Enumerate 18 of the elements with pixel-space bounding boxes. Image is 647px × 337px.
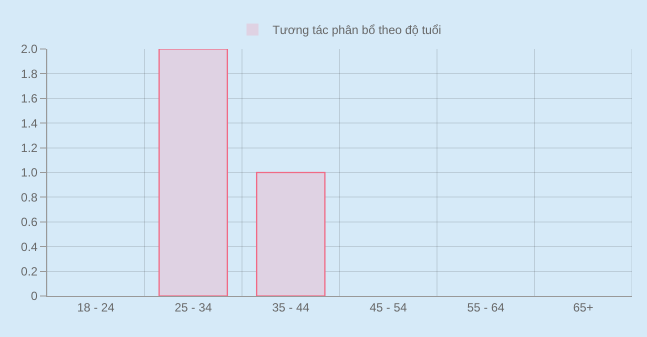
y-tick-label: 0	[30, 289, 38, 304]
x-tick-label: 35 - 44	[272, 300, 310, 314]
y-tick-label: 1.8	[20, 66, 38, 81]
y-tick-label: 1.0	[20, 166, 38, 180]
y-tick-label: 1.2	[20, 141, 38, 155]
x-tick-label: 25 - 34	[174, 300, 212, 314]
y-tick-label: 1.4	[20, 116, 38, 130]
legend-label: Tương tác phân bổ theo độ tuổi	[272, 23, 442, 38]
y-tick-label: 0.6	[20, 215, 38, 230]
y-tick-label: 1.6	[20, 92, 38, 106]
y-tick-label: 0.4	[20, 240, 38, 254]
x-tick-label: 65+	[573, 300, 594, 314]
x-tick-label: 55 - 64	[467, 300, 505, 314]
x-tick-label: 18 - 24	[77, 300, 115, 314]
y-tick-label: 2.0	[20, 42, 38, 56]
y-tick-label: 0.2	[20, 264, 38, 278]
y-tick-label: 0.8	[20, 190, 38, 204]
x-tick-label: 45 - 54	[370, 300, 408, 314]
